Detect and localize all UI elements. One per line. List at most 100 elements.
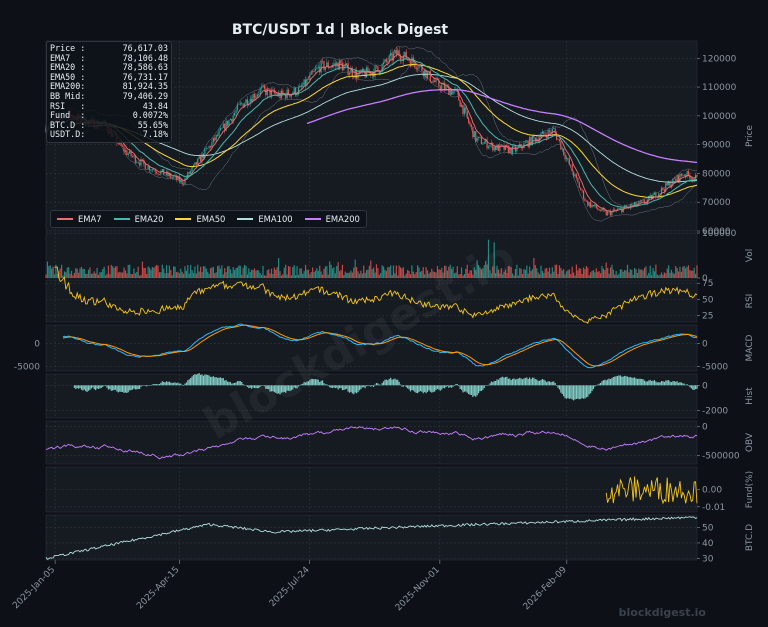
volume-bar <box>65 272 67 278</box>
hist-bar <box>299 384 301 386</box>
volume-bar <box>506 273 508 278</box>
hist-bar <box>385 379 387 386</box>
candle-body <box>662 187 664 190</box>
volume-bar <box>445 265 447 278</box>
hist-bar <box>465 385 467 392</box>
legend-item-ema20: EMA20 <box>113 214 163 224</box>
volume-bar <box>628 272 630 278</box>
candle-body <box>312 71 314 73</box>
volume-bar <box>573 272 575 278</box>
candle-body <box>582 190 585 199</box>
volume-bar <box>614 274 616 278</box>
volume-bar <box>609 267 612 278</box>
hist-bar <box>635 378 637 386</box>
volume-bar <box>466 264 468 278</box>
candle-body <box>391 52 393 61</box>
volume-bar <box>485 261 487 278</box>
hist-bar <box>235 382 237 386</box>
hist-bar <box>431 385 433 393</box>
candle-body <box>181 179 183 185</box>
hist-bar <box>618 375 620 386</box>
volume-bar <box>514 269 517 278</box>
hist-bar <box>506 376 508 386</box>
candle-body <box>351 68 353 77</box>
volume-bar <box>509 266 511 278</box>
candle-body <box>218 130 220 136</box>
volume-bar <box>391 274 393 278</box>
hist-bar <box>312 378 314 386</box>
candle-body <box>164 174 166 176</box>
candle-body <box>649 195 651 197</box>
info-key: RSI : <box>50 100 86 111</box>
volume-bar <box>116 266 118 278</box>
hist-bar <box>652 380 654 386</box>
hist-bar <box>201 374 203 386</box>
volume-bar <box>631 269 633 278</box>
hist-bar <box>374 384 376 386</box>
candle-body <box>475 131 477 142</box>
volume-bar <box>575 264 578 278</box>
hist-bar <box>341 385 344 391</box>
volume-bar <box>174 266 176 278</box>
candle-body <box>537 138 539 142</box>
hist-bar <box>309 380 311 386</box>
hist-bar <box>382 381 385 386</box>
hist-bar <box>462 385 464 393</box>
hist-bar <box>323 383 325 386</box>
hist-bar <box>360 385 362 390</box>
y-tick-label: 0 <box>702 274 708 284</box>
hist-bar <box>584 385 586 399</box>
hist-bar <box>541 379 544 386</box>
candle-body <box>668 182 670 186</box>
volume-bar <box>336 265 338 278</box>
volume-bar <box>297 274 300 278</box>
hist-bar <box>648 380 650 386</box>
hist-bar <box>575 385 578 399</box>
candle-body <box>319 66 321 73</box>
y-tick-label: 0 <box>702 339 708 349</box>
hist-bar <box>449 385 451 388</box>
hist-bar <box>692 385 694 390</box>
candle-body <box>499 144 501 151</box>
candle-body <box>341 63 344 71</box>
hist-bar <box>219 377 222 386</box>
volume-bar <box>649 265 651 278</box>
candle-body <box>185 177 188 179</box>
hist-bar <box>495 381 497 386</box>
hist-bar <box>78 385 80 389</box>
hist-bar <box>668 380 670 386</box>
candle-body <box>693 178 695 181</box>
volume-bar <box>526 265 528 278</box>
volume-bar <box>219 268 222 278</box>
candle-body <box>242 103 244 107</box>
hist-bar <box>533 377 535 386</box>
hist-bar <box>577 385 579 399</box>
hist-bar <box>426 385 429 392</box>
candle-body <box>568 158 570 165</box>
volume-bar <box>672 272 674 278</box>
candle-body <box>306 79 308 86</box>
hist-bar <box>130 385 132 391</box>
candle-body <box>175 175 178 180</box>
candle-body <box>140 159 142 166</box>
volume-bar <box>421 270 423 278</box>
hist-bar <box>395 379 397 386</box>
hist-bar <box>282 385 284 393</box>
volume-bar <box>337 262 339 278</box>
volume-bar <box>175 272 178 278</box>
hist-bar <box>443 385 446 389</box>
volume-bar <box>470 270 473 278</box>
ema50-line <box>74 63 698 198</box>
candle-body <box>384 59 386 63</box>
volume-bar <box>300 268 302 278</box>
hist-bar <box>538 380 541 386</box>
volume-bar <box>92 273 94 278</box>
candle-body <box>645 203 647 204</box>
candle-body <box>526 141 528 143</box>
hist-bar <box>134 385 136 390</box>
y-tick-label: 70000 <box>702 198 731 208</box>
hist-bar <box>296 385 298 389</box>
candle-body <box>375 66 378 67</box>
volume-bar <box>99 272 101 278</box>
